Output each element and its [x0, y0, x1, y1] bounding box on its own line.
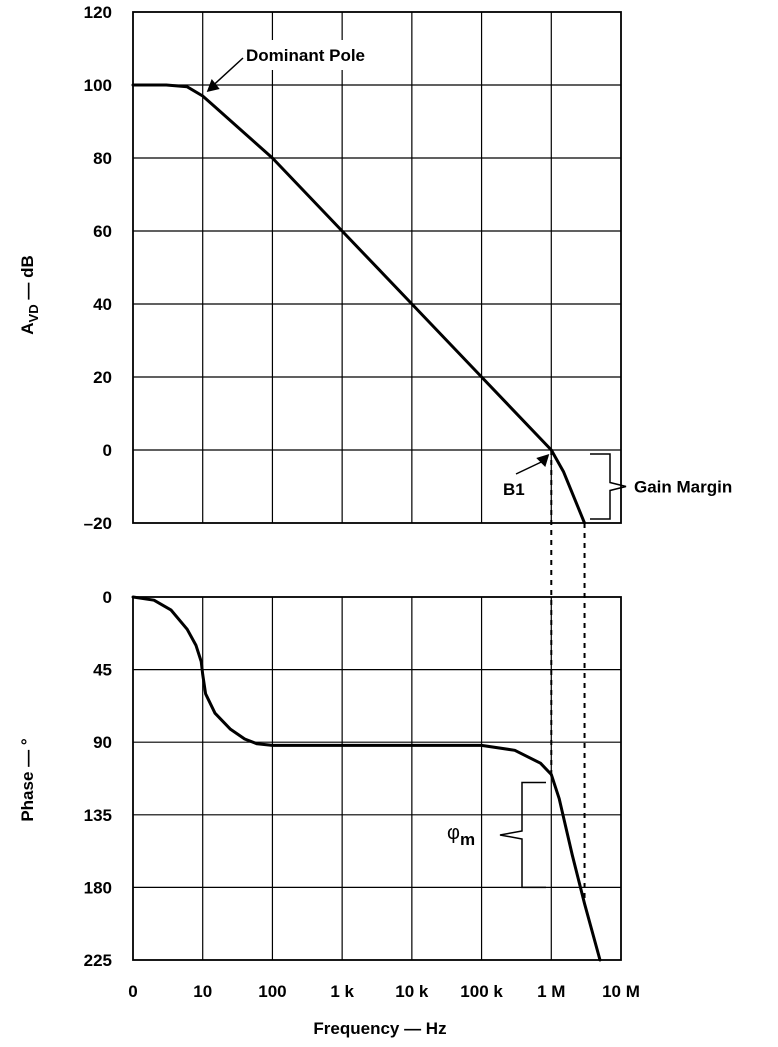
- b1-label: B1: [503, 480, 525, 499]
- phase-curve: [131, 595, 602, 962]
- gain-y-tick-label: 100: [84, 76, 112, 95]
- gain-y-tick-label: 60: [93, 222, 112, 241]
- b1-arrowhead: [536, 454, 550, 467]
- x-axis-label: Frequency — Hz: [313, 1019, 446, 1038]
- x-tick-label: 10 k: [395, 982, 429, 1001]
- grid-layer: [133, 12, 621, 960]
- frame-layer: [132, 11, 622, 961]
- gain-y-tick-label: 0: [103, 441, 112, 460]
- dominant-pole-arrowhead: [206, 78, 220, 92]
- x-tick-label: 10 M: [602, 982, 640, 1001]
- phase-margin-label: φm: [447, 822, 475, 849]
- x-tick-label: 10: [193, 982, 212, 1001]
- gain-y-tick-label: –20: [84, 514, 112, 533]
- phase-y-tick-label: 225: [84, 951, 112, 970]
- dominant-pole-label-bg: [242, 40, 407, 70]
- x-tick-label: 1 k: [330, 982, 354, 1001]
- phase-y-axis-label: Phase — °: [18, 738, 37, 822]
- gain-y-tick-label: 80: [93, 149, 112, 168]
- phase-margin-symbol: φ: [447, 822, 460, 844]
- gain-plot-frame: [132, 11, 622, 524]
- gain-y-tick-label: 20: [93, 368, 112, 387]
- x-tick-label: 0: [128, 982, 137, 1001]
- gain-y-axis-label: AVD — dB: [18, 255, 41, 334]
- b1-arrow-line: [515, 461, 542, 475]
- phase-y-tick-label: 90: [93, 733, 112, 752]
- gain-margin-label: Gain Margin: [634, 478, 732, 497]
- phase-y-tick-label: 0: [103, 588, 112, 607]
- phase-y-tick-label: 180: [84, 878, 112, 897]
- phase-y-tick-label: 45: [93, 661, 112, 680]
- gain-curve: [131, 83, 586, 525]
- dominant-pole-label: Dominant Pole: [246, 46, 365, 65]
- phase-margin-subscript: m: [460, 830, 475, 849]
- x-tick-label: 1 M: [537, 982, 565, 1001]
- phase-y-tick-label: 135: [84, 806, 112, 825]
- tick-label-layer: 120 100 80 60 40 20 0 –20 0 45 90 135 180 225 0 10 100 1 …: [84, 3, 640, 1001]
- x-tick-label: 100: [258, 982, 286, 1001]
- curve-layer: [131, 83, 602, 962]
- gain-y-tick-label: 120: [84, 3, 112, 22]
- dominant-pole-arrow-line: [214, 57, 244, 85]
- phase-margin-brace: [499, 781, 546, 889]
- gain-margin-brace: [590, 453, 627, 520]
- annotation-layer: Dominant Pole B1 Gain Margin φm: [206, 40, 732, 889]
- x-tick-label: 100 k: [460, 982, 503, 1001]
- phase-plot-frame: [132, 596, 622, 961]
- gain-y-tick-label: 40: [93, 295, 112, 314]
